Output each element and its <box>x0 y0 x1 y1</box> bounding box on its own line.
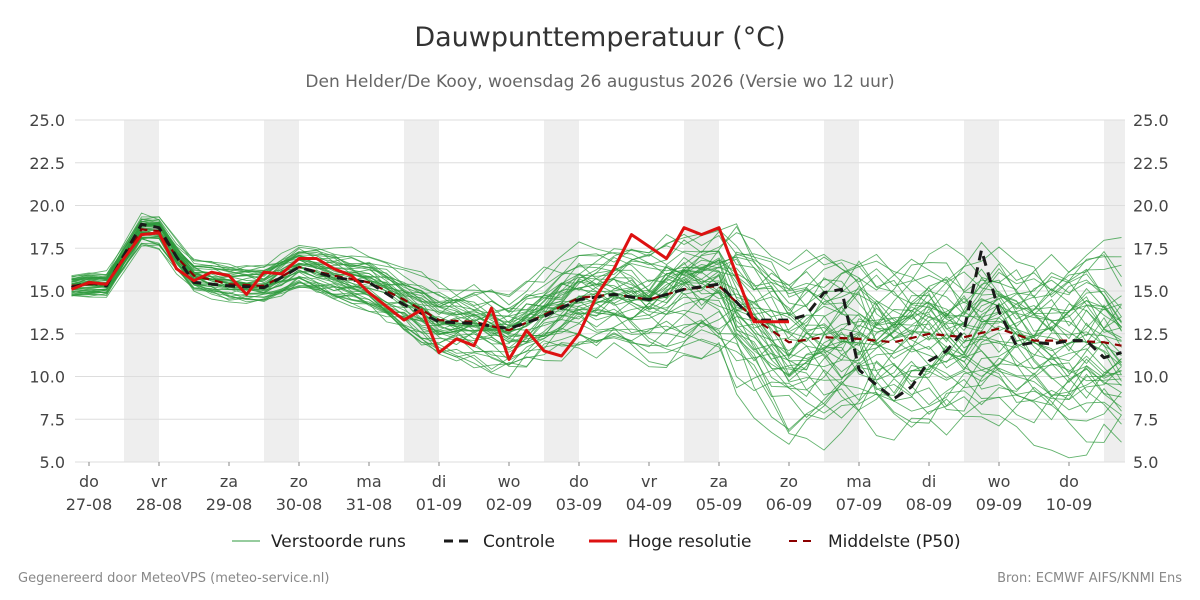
legend-label-hoge-resolutie: Hoge resolutie <box>628 532 752 552</box>
y-axis-right: 5.0 7.5 10.0 12.5 15.0 17.5 20.0 22.5 25.0 <box>1133 111 1169 472</box>
x-tick-day: wo <box>498 472 521 491</box>
ensemble-member-line <box>71 225 1122 356</box>
legend-label-verstoorde-runs: Verstoorde runs <box>271 532 406 552</box>
chart-subtitle: Den Helder/De Kooy, woensdag 26 augustus… <box>305 72 895 92</box>
x-tick-day: do <box>1059 472 1079 491</box>
ensemble-member-line <box>71 237 1122 424</box>
x-tick-day: do <box>569 472 589 491</box>
x-tick-day: di <box>922 472 937 491</box>
legend-label-controle: Controle <box>483 532 555 552</box>
chart-title: Dauwpunttemperatuur (°C) <box>414 22 786 53</box>
x-tick-date: 03-09 <box>556 495 603 514</box>
x-tick-date: 27-08 <box>66 495 113 514</box>
x-tick-date: 04-09 <box>626 495 673 514</box>
x-tick-date: 02-09 <box>486 495 533 514</box>
series-line-controle <box>71 222 1122 401</box>
y-tick-label-right: 12.5 <box>1133 325 1169 344</box>
x-tick-day: vr <box>151 472 167 491</box>
series-line-middelste-p50 <box>71 228 1122 347</box>
ensemble-member-line <box>71 226 1122 384</box>
y-tick-label-left: 7.5 <box>40 410 65 429</box>
x-tick-date: 10-09 <box>1046 495 1093 514</box>
y-tick-label-left: 17.5 <box>29 239 65 258</box>
y-tick-label-left: 15.0 <box>29 282 65 301</box>
ensemble-member-line <box>71 222 1122 356</box>
y-tick-label-left: 5.0 <box>40 453 65 472</box>
ensemble-member-line <box>71 222 1122 327</box>
y-tick-label-left: 12.5 <box>29 325 65 344</box>
ensemble-member-line <box>71 242 1122 430</box>
ensemble-member-line <box>71 220 1122 335</box>
ensemble-member-line <box>71 227 1122 342</box>
ensemble-member-line <box>71 225 1122 380</box>
x-tick-date: 05-09 <box>696 495 743 514</box>
footer-generator: Gegenereerd door MeteoVPS (meteo-service… <box>18 571 330 586</box>
x-tick-date: 29-08 <box>206 495 253 514</box>
y-tick-label-left: 22.5 <box>29 154 65 173</box>
x-tick-day: zo <box>780 472 798 491</box>
ensemble-member-line <box>71 244 1122 441</box>
y-tick-label-right: 5.0 <box>1133 453 1158 472</box>
y-tick-label-left: 25.0 <box>29 111 65 130</box>
x-tick-day: wo <box>988 472 1011 491</box>
x-tick-date: 07-09 <box>836 495 883 514</box>
ensemble-member-line <box>71 218 1122 328</box>
y-tick-label-left: 10.0 <box>29 368 65 387</box>
x-tick-date: 09-09 <box>976 495 1023 514</box>
ensemble-member-line <box>71 231 1122 371</box>
x-tick-date: 28-08 <box>136 495 183 514</box>
main-series <box>70 222 1122 401</box>
x-tick-day: ma <box>846 472 871 491</box>
x-tick-date: 08-09 <box>906 495 953 514</box>
ensemble-member-line <box>71 223 1122 383</box>
y-tick-label-right: 10.0 <box>1133 368 1169 387</box>
legend-label-middelste-p50: Middelste (P50) <box>828 532 961 552</box>
footer-source: Bron: ECMWF AIFS/KNMI Ens <box>997 571 1182 586</box>
y-tick-label-right: 22.5 <box>1133 154 1169 173</box>
y-axis-left: 5.0 7.5 10.0 12.5 15.0 17.5 20.0 22.5 25.0 <box>29 111 65 472</box>
ensemble-member-line <box>71 212 1122 298</box>
x-tick-day: di <box>432 472 447 491</box>
x-tick-day: ma <box>356 472 381 491</box>
x-tick-day: zo <box>290 472 308 491</box>
x-tick-date: 06-09 <box>766 495 813 514</box>
y-tick-label-right: 17.5 <box>1133 239 1169 258</box>
x-tick-date: 31-08 <box>346 495 393 514</box>
ensemble-member-line <box>71 224 1122 364</box>
legend: Verstoorde runs Controle Hoge resolutie Mid… <box>232 532 961 552</box>
ensemble-member-line <box>71 237 1122 425</box>
y-tick-label-left: 20.0 <box>29 197 65 216</box>
ensemble-member-line <box>71 221 1122 326</box>
x-tick-day: za <box>710 472 728 491</box>
y-tick-label-right: 25.0 <box>1133 111 1169 130</box>
x-tick-date: 30-08 <box>276 495 323 514</box>
y-tick-label-right: 20.0 <box>1133 197 1169 216</box>
x-tick-day: do <box>79 472 99 491</box>
x-tick-day: za <box>220 472 238 491</box>
series-line-hoge-resolutie <box>70 226 789 361</box>
x-tick-day: vr <box>641 472 657 491</box>
ensemble-member-line <box>71 236 1122 401</box>
y-tick-label-right: 7.5 <box>1133 410 1158 429</box>
x-tick-date: 01-09 <box>416 495 463 514</box>
y-tick-label-right: 15.0 <box>1133 282 1169 301</box>
x-axis: do 27-08 vr 28-08 za 29-08 zo 30-08 ma 31-08 di 01-… <box>66 462 1093 514</box>
ensemble-member-line <box>71 221 1122 328</box>
